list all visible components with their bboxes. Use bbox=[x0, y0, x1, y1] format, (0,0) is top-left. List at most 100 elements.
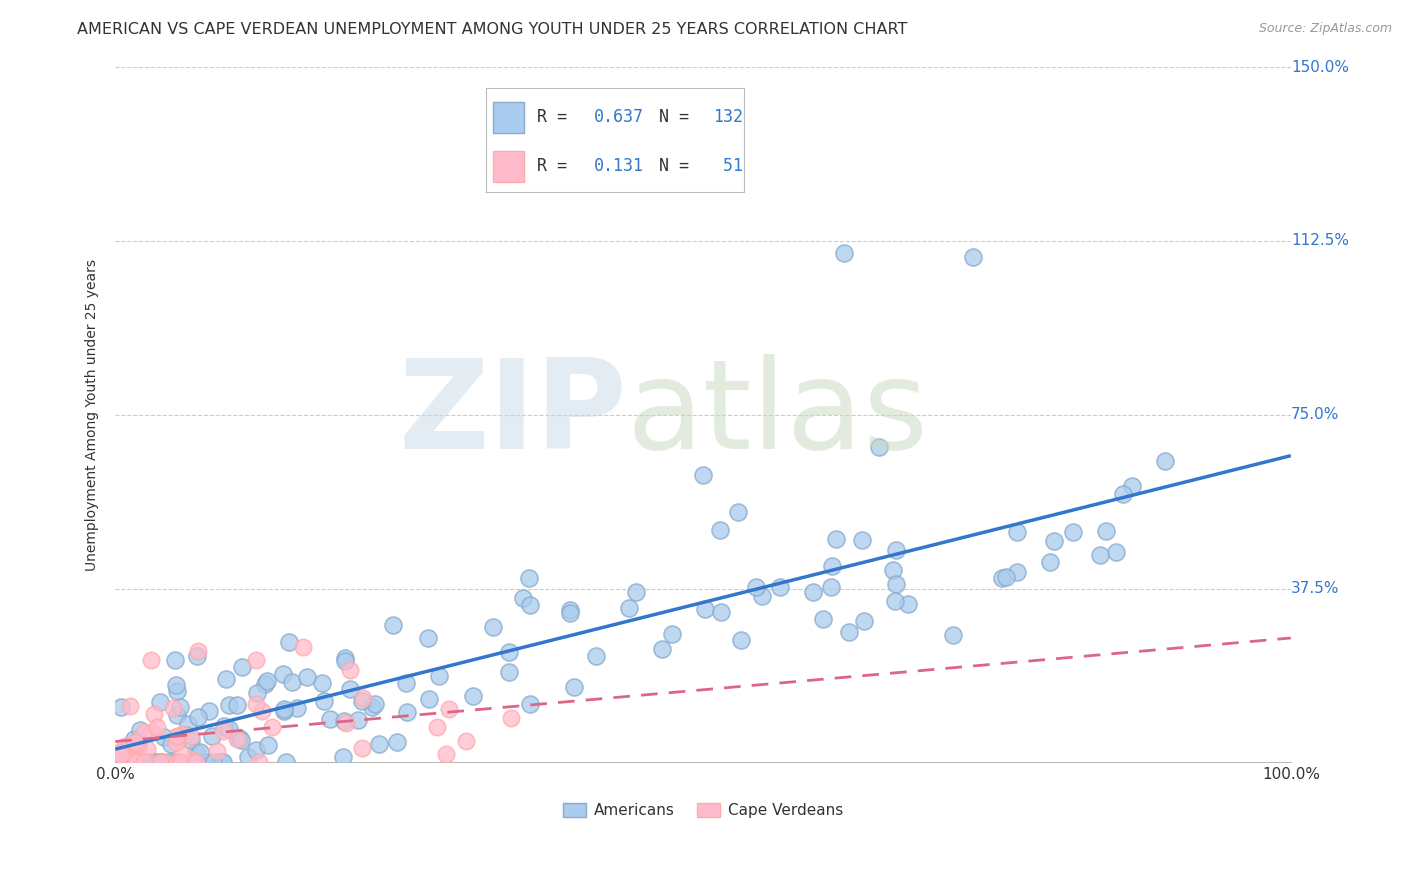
Point bbox=[184, 756, 207, 770]
Point bbox=[110, 700, 132, 714]
Point bbox=[141, 725, 163, 739]
Legend: Americans, Cape Verdeans: Americans, Cape Verdeans bbox=[557, 797, 849, 824]
Point bbox=[482, 620, 505, 634]
Point bbox=[730, 633, 752, 648]
Point bbox=[118, 698, 141, 713]
Point bbox=[280, 674, 302, 689]
Point bbox=[188, 745, 211, 759]
Point bbox=[257, 738, 280, 752]
Point bbox=[385, 735, 408, 749]
Point bbox=[166, 729, 188, 743]
Point bbox=[381, 618, 404, 632]
Point bbox=[350, 694, 373, 708]
Point bbox=[853, 615, 876, 629]
Point bbox=[418, 691, 440, 706]
Point bbox=[163, 756, 186, 770]
Point bbox=[187, 644, 209, 658]
Point bbox=[454, 733, 477, 747]
Point bbox=[208, 756, 231, 770]
Point bbox=[166, 731, 188, 746]
Point bbox=[1005, 525, 1028, 540]
Point bbox=[124, 735, 146, 749]
Point bbox=[114, 739, 136, 753]
Point bbox=[177, 716, 200, 731]
Point bbox=[295, 670, 318, 684]
Y-axis label: Unemployment Among Youth under 25 years: Unemployment Among Youth under 25 years bbox=[86, 259, 100, 571]
Point bbox=[146, 720, 169, 734]
Point bbox=[136, 742, 159, 756]
Point bbox=[710, 606, 733, 620]
Point bbox=[138, 756, 160, 770]
Point bbox=[825, 532, 848, 546]
Point bbox=[519, 598, 541, 612]
Point bbox=[150, 756, 173, 770]
Point bbox=[333, 651, 356, 665]
Point bbox=[250, 704, 273, 718]
Point bbox=[111, 746, 134, 760]
Point bbox=[253, 677, 276, 691]
Point bbox=[166, 707, 188, 722]
Point bbox=[149, 756, 172, 770]
Point bbox=[292, 640, 315, 654]
Text: 150.0%: 150.0% bbox=[1291, 60, 1348, 75]
Point bbox=[180, 729, 202, 743]
Point bbox=[332, 749, 354, 764]
Point bbox=[851, 533, 873, 547]
Point bbox=[129, 723, 152, 737]
Point bbox=[695, 602, 717, 616]
Point bbox=[335, 715, 357, 730]
Point bbox=[333, 654, 356, 668]
Point bbox=[498, 665, 520, 679]
Point bbox=[256, 673, 278, 688]
Point bbox=[562, 681, 585, 695]
Point bbox=[212, 718, 235, 732]
Point bbox=[169, 756, 191, 770]
Point bbox=[152, 756, 174, 770]
Text: 112.5%: 112.5% bbox=[1291, 234, 1348, 249]
Point bbox=[897, 597, 920, 611]
Point bbox=[201, 729, 224, 743]
Point bbox=[395, 706, 418, 720]
Point bbox=[1039, 555, 1062, 569]
Point bbox=[651, 642, 673, 657]
Point bbox=[339, 663, 361, 677]
Point bbox=[163, 653, 186, 667]
Point bbox=[198, 704, 221, 718]
Point bbox=[395, 676, 418, 690]
Point bbox=[231, 660, 253, 674]
Point bbox=[768, 580, 790, 594]
Point bbox=[499, 711, 522, 725]
Point bbox=[165, 678, 187, 692]
Point bbox=[273, 704, 295, 718]
Point bbox=[186, 649, 208, 664]
Point bbox=[143, 756, 166, 770]
Point bbox=[142, 707, 165, 722]
Point bbox=[585, 649, 607, 664]
Point bbox=[122, 756, 145, 770]
Point bbox=[434, 747, 457, 761]
Point bbox=[820, 580, 842, 594]
Point bbox=[333, 714, 356, 728]
Point bbox=[942, 628, 965, 642]
Point bbox=[118, 754, 141, 768]
Point bbox=[226, 698, 249, 712]
Point bbox=[149, 695, 172, 709]
Point bbox=[1042, 534, 1064, 549]
Point bbox=[692, 468, 714, 483]
Point bbox=[202, 756, 225, 770]
Point bbox=[426, 720, 449, 734]
Point bbox=[994, 570, 1017, 584]
Point bbox=[157, 756, 180, 770]
Point bbox=[512, 591, 534, 606]
Point bbox=[245, 697, 267, 711]
Point bbox=[172, 727, 194, 741]
Point bbox=[228, 731, 250, 745]
Point bbox=[218, 722, 240, 736]
Point bbox=[1062, 524, 1084, 539]
Point bbox=[153, 730, 176, 744]
Point bbox=[134, 756, 156, 770]
Point bbox=[361, 699, 384, 714]
Point bbox=[883, 594, 905, 608]
Point bbox=[429, 669, 451, 683]
Point bbox=[285, 700, 308, 714]
